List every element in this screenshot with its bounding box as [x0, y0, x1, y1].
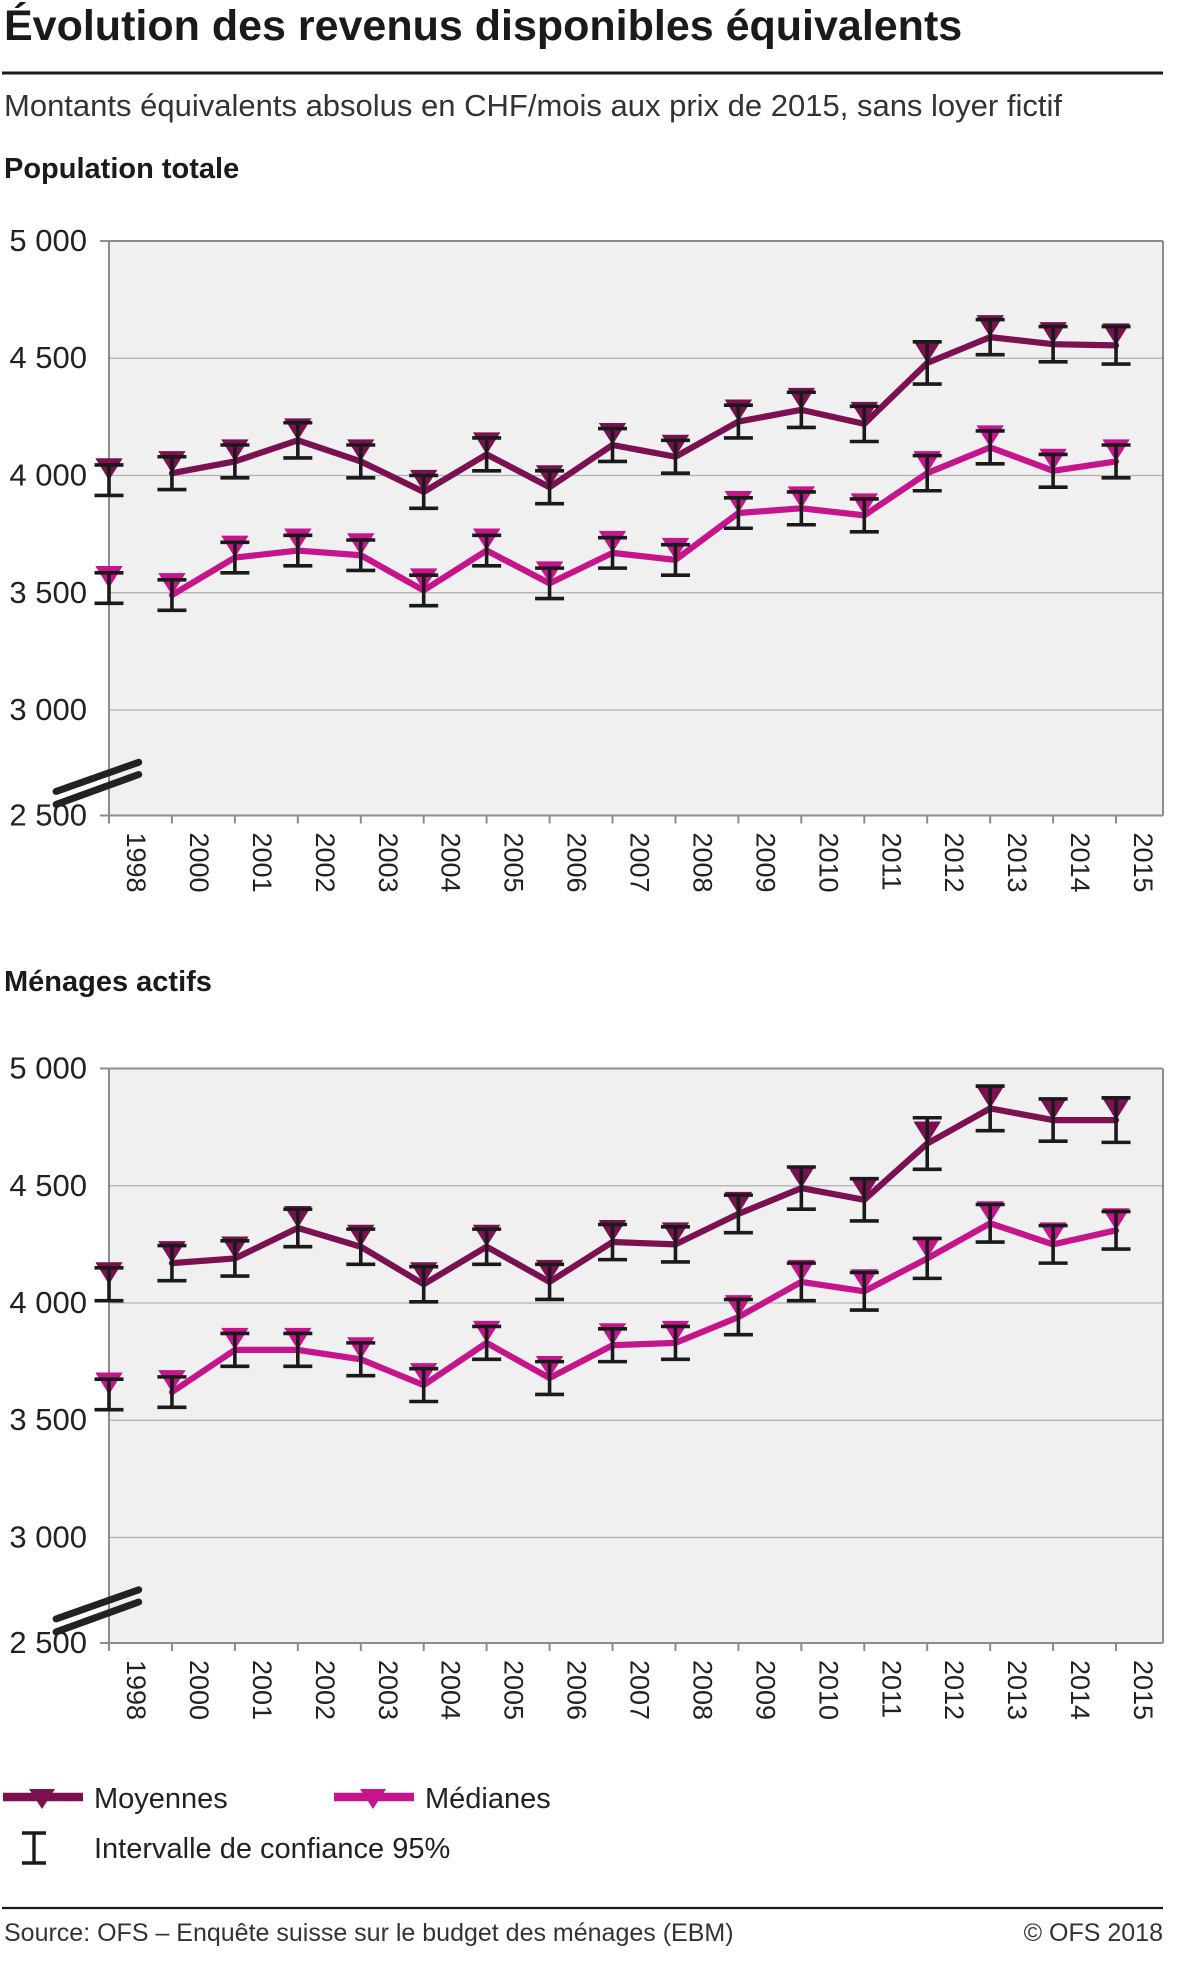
- svg-text:2012: 2012: [939, 1660, 969, 1720]
- svg-text:2 500: 2 500: [9, 1625, 87, 1660]
- svg-text:2004: 2004: [436, 1660, 466, 1720]
- svg-text:Ménages actifs: Ménages actifs: [4, 966, 212, 998]
- svg-text:4 500: 4 500: [9, 1168, 87, 1203]
- svg-text:3 500: 3 500: [9, 1402, 87, 1437]
- svg-text:2008: 2008: [688, 1660, 718, 1720]
- svg-text:2014: 2014: [1065, 833, 1095, 893]
- svg-text:2010: 2010: [813, 1660, 843, 1720]
- svg-text:2001: 2001: [247, 833, 277, 893]
- svg-text:5 000: 5 000: [9, 1051, 87, 1086]
- svg-text:2005: 2005: [499, 833, 529, 893]
- svg-text:2005: 2005: [499, 1660, 529, 1720]
- svg-text:4 500: 4 500: [9, 340, 87, 375]
- svg-text:2012: 2012: [939, 833, 969, 893]
- svg-text:2000: 2000: [184, 833, 214, 893]
- svg-text:2011: 2011: [876, 833, 906, 891]
- svg-text:2015: 2015: [1128, 1660, 1158, 1720]
- svg-text:2004: 2004: [436, 833, 466, 893]
- svg-text:2006: 2006: [562, 833, 592, 893]
- svg-text:2008: 2008: [688, 833, 718, 893]
- svg-text:2002: 2002: [310, 833, 340, 893]
- svg-text:4 000: 4 000: [9, 458, 87, 493]
- svg-text:2009: 2009: [750, 833, 780, 893]
- svg-text:2010: 2010: [813, 833, 843, 893]
- svg-text:Population totale: Population totale: [4, 153, 239, 185]
- svg-text:1998: 1998: [121, 833, 151, 893]
- svg-text:Intervalle de confiance 95%: Intervalle de confiance 95%: [94, 1833, 450, 1865]
- svg-text:Moyennes: Moyennes: [94, 1783, 228, 1815]
- svg-text:2011: 2011: [876, 1660, 906, 1718]
- svg-text:2013: 2013: [1002, 833, 1032, 893]
- svg-text:4 000: 4 000: [9, 1285, 87, 1320]
- svg-text:2006: 2006: [562, 1660, 592, 1720]
- svg-text:© OFS 2018: © OFS 2018: [1024, 1919, 1163, 1947]
- svg-text:2001: 2001: [247, 1660, 277, 1720]
- svg-text:2000: 2000: [184, 1660, 214, 1720]
- svg-text:3 000: 3 000: [9, 692, 87, 727]
- svg-text:2015: 2015: [1128, 833, 1158, 893]
- svg-text:Source: OFS – Enquête suisse s: Source: OFS – Enquête suisse sur le budg…: [4, 1919, 734, 1947]
- svg-text:Montants équivalents absolus e: Montants équivalents absolus en CHF/mois…: [4, 88, 1062, 123]
- svg-text:2014: 2014: [1065, 1660, 1095, 1720]
- svg-text:2007: 2007: [625, 1660, 655, 1720]
- svg-text:5 000: 5 000: [9, 223, 87, 258]
- svg-text:2002: 2002: [310, 1660, 340, 1720]
- svg-text:2007: 2007: [625, 833, 655, 893]
- svg-text:2 500: 2 500: [9, 798, 87, 833]
- svg-text:2003: 2003: [373, 833, 403, 893]
- svg-text:2013: 2013: [1002, 1660, 1032, 1720]
- svg-text:Médianes: Médianes: [425, 1783, 551, 1815]
- svg-text:3 500: 3 500: [9, 575, 87, 610]
- svg-text:1998: 1998: [121, 1660, 151, 1720]
- svg-text:2003: 2003: [373, 1660, 403, 1720]
- svg-text:3 000: 3 000: [9, 1520, 87, 1555]
- svg-text:2009: 2009: [750, 1660, 780, 1720]
- svg-text:Évolution des revenus disponib: Évolution des revenus disponibles équiva…: [4, 2, 962, 50]
